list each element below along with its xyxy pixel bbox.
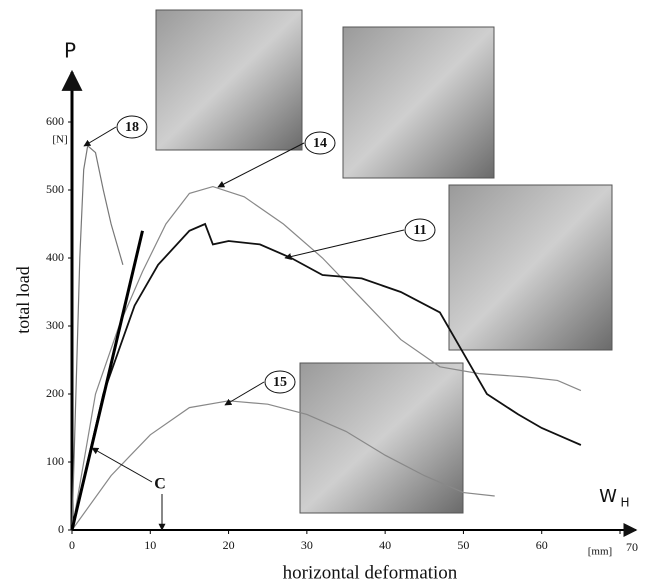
annotation-arrow [225, 382, 264, 405]
series-label: 11 [413, 223, 426, 238]
x-tick-label: 40 [379, 538, 391, 552]
x-axis-symbol-sub: H [620, 496, 629, 510]
annotation-arrow [92, 448, 152, 482]
x-axis-symbol: W [599, 486, 617, 507]
x-tick-label: 50 [457, 538, 469, 552]
y-tick-label: 500 [46, 182, 64, 196]
series-label: 15 [273, 375, 287, 390]
series-line [72, 231, 143, 530]
x-tick-label: 60 [536, 538, 548, 552]
x-axis-label: horizontal deformation [283, 562, 458, 583]
photo [449, 185, 612, 350]
y-tick-label: 100 [46, 454, 64, 468]
annotation-arrow [84, 127, 116, 146]
y-tick-label: 400 [46, 250, 64, 264]
x-unit: [mm] [588, 546, 612, 558]
y-tick-label: 300 [46, 318, 64, 332]
y-axis-symbol: P [64, 39, 76, 63]
photo [156, 10, 302, 150]
y-tick-label: 0 [58, 522, 64, 536]
photo [300, 363, 463, 513]
annotation-arrow [285, 230, 404, 258]
x-tick-label: 70 [626, 540, 638, 554]
x-tick-label: 0 [69, 538, 75, 552]
series-label: 14 [313, 136, 327, 151]
y-unit: [N] [52, 134, 67, 146]
photo [343, 27, 494, 178]
chart: P W H total load horizontal deformation … [0, 0, 652, 586]
x-tick-label: 30 [301, 538, 313, 552]
y-tick-label: 600 [46, 114, 64, 128]
x-tick-label: 10 [144, 538, 156, 552]
series-label: C [154, 476, 166, 493]
x-tick-label: 20 [223, 538, 235, 552]
y-axis-label: total load [13, 266, 33, 333]
series-label: 18 [125, 120, 139, 135]
y-tick-label: 200 [46, 386, 64, 400]
